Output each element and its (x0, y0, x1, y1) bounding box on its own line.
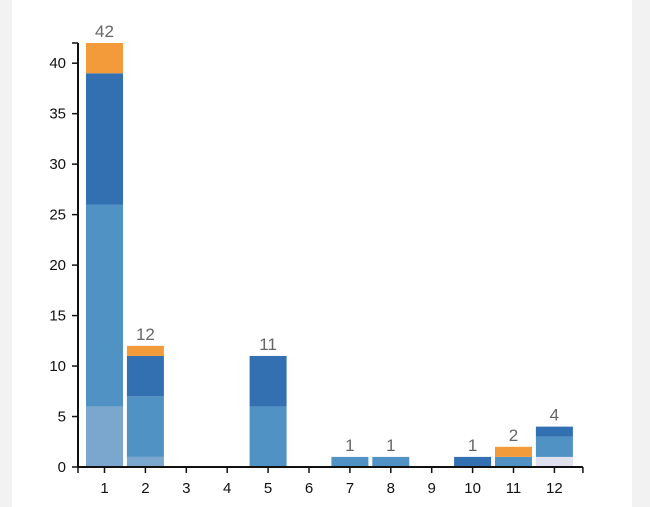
total-label-2: 12 (136, 325, 155, 344)
x-tick-label-1: 1 (100, 480, 108, 497)
total-label-12: 4 (550, 406, 559, 425)
total-label-8: 1 (386, 436, 395, 455)
bar-segment-11-5 (495, 446, 532, 457)
bar-segment-2-2 (126, 456, 164, 467)
bar-segment-1-2 (86, 406, 123, 467)
bar-segment-5-4 (249, 355, 287, 407)
y-tick-label-30: 30 (49, 156, 66, 173)
bar-segment-5-3 (249, 406, 287, 467)
x-tick-label-3: 3 (182, 480, 190, 497)
bar-segment-11-3 (495, 456, 532, 467)
x-tick-label-6: 6 (305, 480, 313, 497)
bar-segment-12-1 (535, 456, 573, 467)
bar-segment-1-4 (86, 73, 123, 205)
total-label-5: 11 (259, 335, 277, 354)
y-tick-label-0: 0 (58, 459, 66, 476)
bar-segment-1-5 (86, 43, 123, 74)
y-tick-label-40: 40 (49, 55, 66, 72)
x-tick-label-4: 4 (223, 480, 231, 497)
total-label-11: 2 (509, 426, 518, 445)
y-tick-label-5: 5 (58, 409, 66, 426)
bar-segment-2-3 (126, 396, 164, 457)
x-tick-label-12: 12 (546, 480, 563, 497)
y-tick-label-20: 20 (49, 257, 66, 274)
total-label-1: 42 (95, 22, 114, 41)
x-tick-label-10: 10 (464, 480, 481, 497)
bar-segment-12-4 (535, 426, 573, 437)
y-tick-label-15: 15 (49, 308, 66, 325)
bar-segment-2-5 (126, 345, 164, 356)
x-tick-label-7: 7 (346, 480, 354, 497)
bar-segment-7-3 (331, 456, 369, 467)
total-label-7: 1 (345, 436, 354, 455)
bar-segment-2-4 (126, 355, 164, 397)
bar-segment-1-3 (86, 204, 123, 407)
bar-segment-10-4 (454, 456, 492, 467)
y-tick-label-10: 10 (49, 358, 66, 375)
bars-layer (86, 43, 573, 467)
x-tick-label-9: 9 (428, 480, 436, 497)
x-tick-label-5: 5 (264, 480, 272, 497)
x-tick-label-11: 11 (506, 480, 522, 497)
y-tick-label-35: 35 (49, 106, 66, 123)
y-tick-label-25: 25 (49, 207, 66, 224)
x-axis: 1 2 3 4 5 6 7 8 9 10 11 12 (77, 466, 584, 497)
total-label-10: 1 (468, 436, 477, 455)
x-tick-label-2: 2 (141, 480, 149, 497)
x-tick-label-8: 8 (387, 480, 395, 497)
y-axis: 0 5 10 15 20 25 30 35 40 (49, 42, 79, 476)
bar-segment-8-3 (372, 456, 410, 467)
bar-segment-12-3 (535, 436, 573, 457)
